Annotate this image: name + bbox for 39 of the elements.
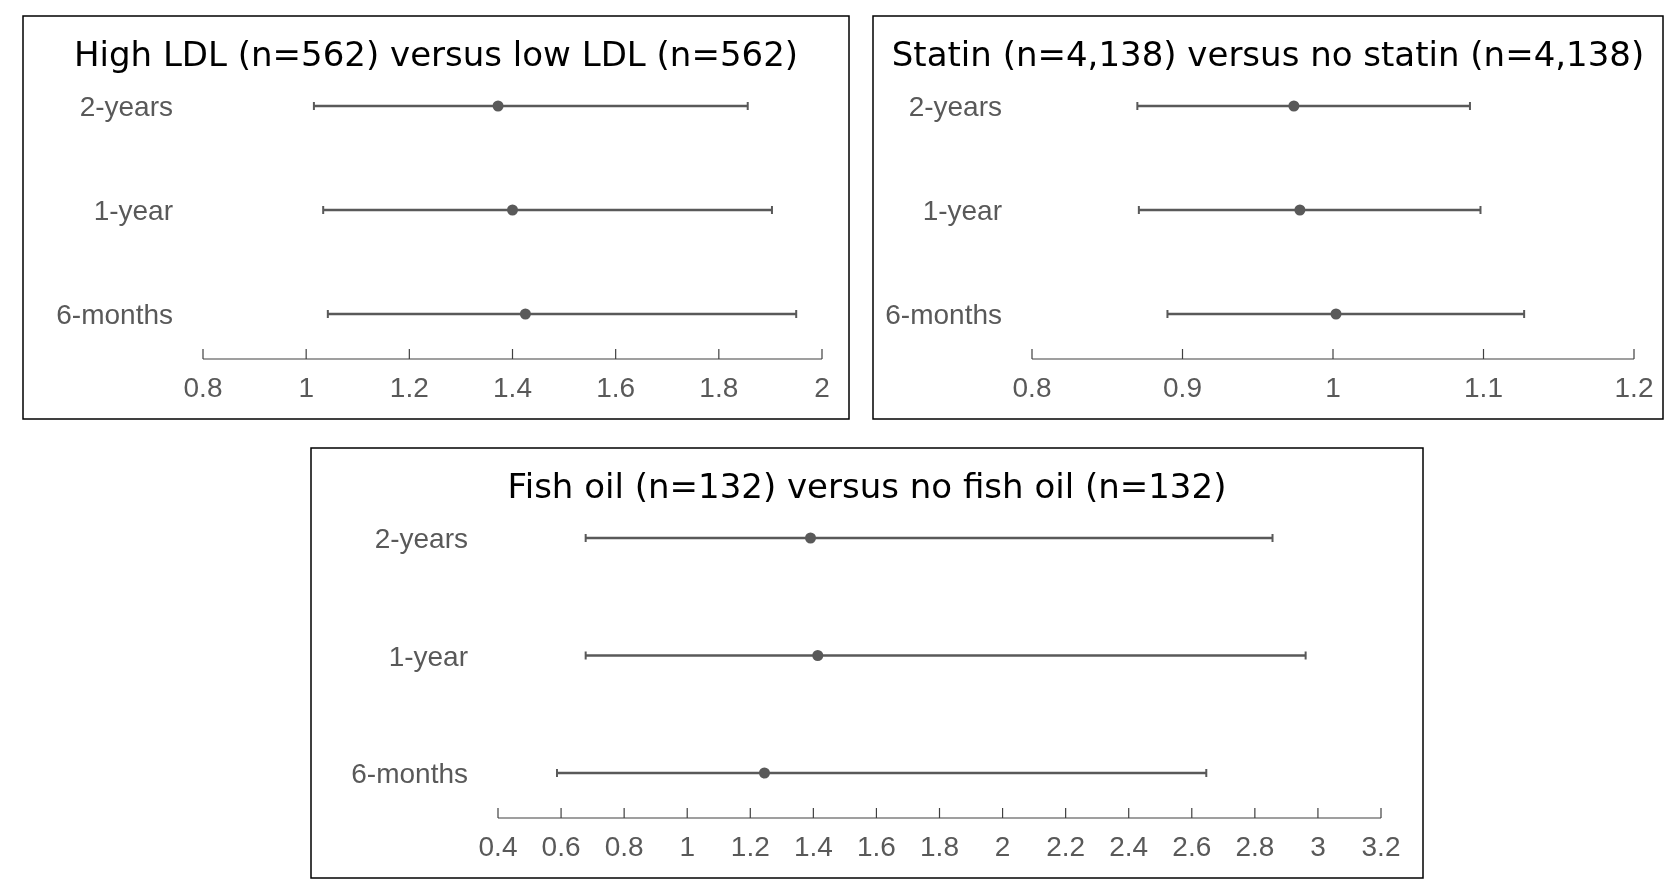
y-tick-label: 2-years bbox=[908, 91, 1002, 122]
y-tick-label: 1-year bbox=[922, 195, 1002, 226]
y-tick-label: 1-year bbox=[93, 195, 173, 226]
x-tick-label: 1 bbox=[1325, 372, 1341, 403]
y-tick-label: 2-years bbox=[374, 523, 468, 554]
x-tick-label: 1.8 bbox=[699, 372, 739, 403]
x-tick-label: 3 bbox=[1310, 831, 1326, 862]
y-tick-label: 6-months bbox=[885, 299, 1002, 330]
x-tick-label: 1.4 bbox=[793, 831, 833, 862]
x-tick-label: 1.2 bbox=[1614, 372, 1654, 403]
x-tick-label: 0.6 bbox=[541, 831, 581, 862]
x-tick-label: 2 bbox=[814, 372, 830, 403]
x-tick-label: 0.8 bbox=[183, 372, 223, 403]
chart-title: Fish oil (n=132) versus no fish oil (n=132) bbox=[507, 466, 1227, 506]
x-tick-label: 0.8 bbox=[604, 831, 644, 862]
x-tick-label: 1.2 bbox=[730, 831, 770, 862]
x-tick-label: 3.2 bbox=[1361, 831, 1401, 862]
x-tick-label: 1.6 bbox=[596, 372, 636, 403]
x-tick-label: 0.8 bbox=[1012, 372, 1052, 403]
x-tick-label: 2.6 bbox=[1172, 831, 1212, 862]
chart-title: Statin (n=4,138) versus no statin (n=4,138) bbox=[891, 34, 1645, 74]
x-tick-label: 1.8 bbox=[920, 831, 959, 862]
x-tick-label: 2.2 bbox=[1046, 831, 1086, 862]
x-tick-label: 0.9 bbox=[1163, 372, 1202, 403]
y-tick-label: 1-year bbox=[388, 640, 468, 672]
y-tick-label: 6-months bbox=[351, 758, 468, 789]
x-tick-label: 2.8 bbox=[1235, 831, 1275, 862]
x-tick-label: 1.1 bbox=[1464, 372, 1503, 403]
x-tick-label: 1.6 bbox=[856, 831, 896, 862]
x-tick-label: 0.4 bbox=[478, 831, 518, 862]
x-tick-label: 2.4 bbox=[1109, 831, 1149, 862]
x-tick-label: 1 bbox=[298, 372, 314, 403]
chart-title: High LDL (n=562) versus low LDL (n=562) bbox=[73, 34, 799, 74]
x-tick-label: 1.4 bbox=[493, 372, 532, 403]
x-tick-label: 1 bbox=[679, 831, 695, 862]
y-tick-label: 6-months bbox=[56, 299, 173, 330]
y-tick-label: 2-years bbox=[79, 91, 173, 122]
x-tick-label: 1.2 bbox=[389, 372, 429, 403]
x-tick-label: 2 bbox=[994, 831, 1011, 862]
